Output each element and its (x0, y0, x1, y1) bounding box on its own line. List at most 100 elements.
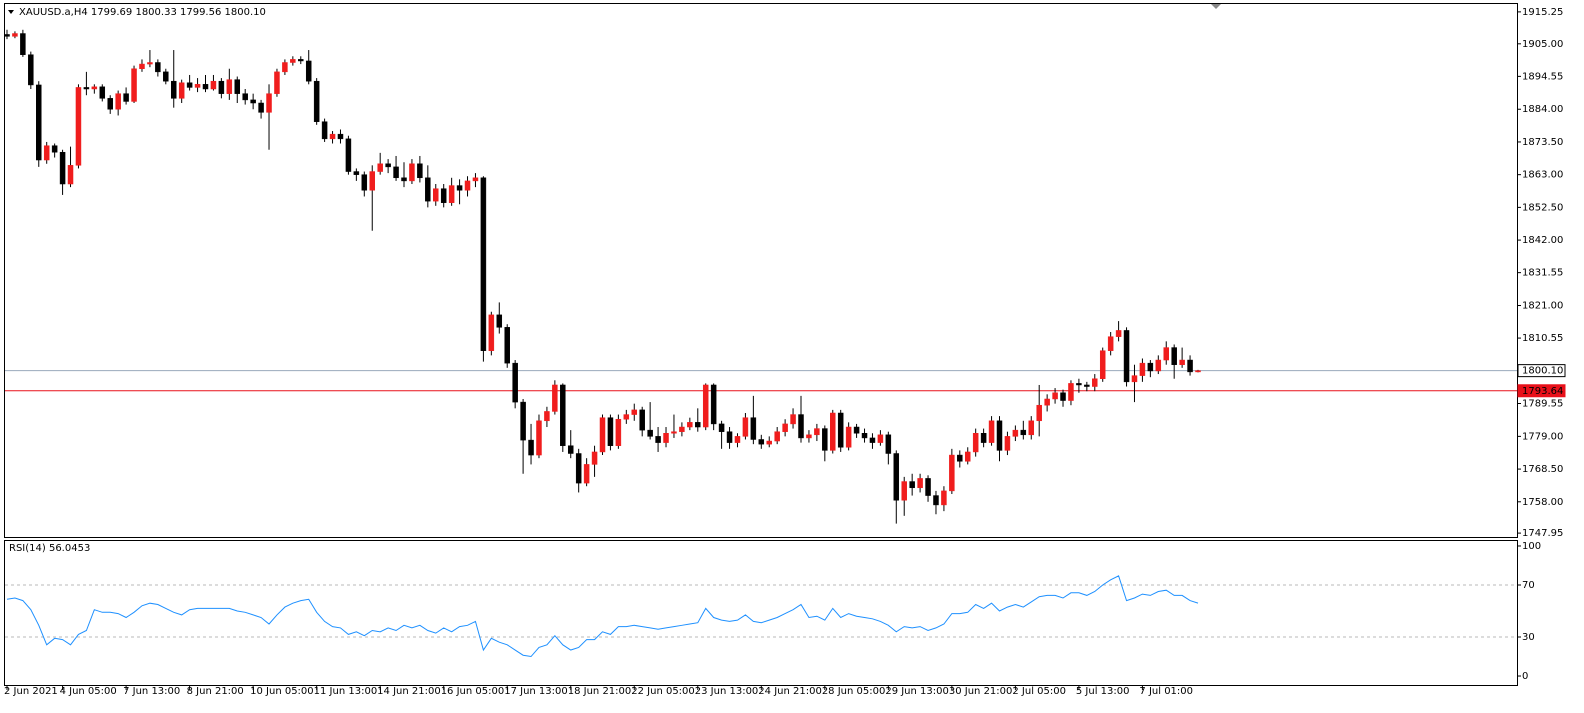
rsi-pane-frame (4, 540, 1518, 686)
candle-body (178, 82, 185, 99)
candle-body (425, 177, 431, 202)
candle-body (615, 418, 622, 446)
candle-body (901, 481, 907, 501)
candle-body (123, 93, 129, 102)
candle-body (1076, 383, 1082, 386)
candle-body (290, 59, 296, 63)
candle-body (1060, 392, 1066, 401)
candle-body (583, 464, 590, 484)
chart-title: XAUUSD.a,H4 1799.69 1800.33 1799.56 1800… (19, 7, 266, 18)
candle-body (790, 414, 796, 425)
candle-body (1187, 359, 1193, 373)
candle-body (12, 33, 18, 37)
candle-body (51, 145, 58, 153)
candle-body (329, 133, 336, 140)
candle-body (1004, 436, 1011, 451)
candle-body (1012, 429, 1019, 437)
candle-body (67, 165, 74, 185)
candle-body (155, 62, 161, 73)
candle-body (567, 445, 574, 454)
x-tick-label: 2 Jun 2021 (4, 686, 58, 697)
candle-body (941, 490, 947, 506)
candle-body (1131, 375, 1138, 383)
y-tick-label: 1810.55 (1522, 333, 1563, 344)
candle-body (353, 171, 360, 175)
y-tick-label: 1884.00 (1522, 104, 1563, 115)
candle-body (480, 177, 487, 351)
candle-body (298, 59, 304, 62)
candle-body (702, 384, 709, 428)
y-tick-label: 1768.50 (1522, 464, 1563, 475)
candle-body (83, 87, 90, 90)
candle-body (782, 423, 788, 432)
x-tick-label: 2 Jul 05:00 (1012, 686, 1066, 697)
candle-body (687, 422, 693, 428)
candle-body (1036, 404, 1042, 422)
candle-body (949, 454, 955, 492)
candle-body (893, 453, 900, 501)
price-label: 1793.64 (1522, 386, 1563, 397)
candle-body (679, 426, 685, 432)
candle-body (814, 428, 820, 436)
candle-body (861, 433, 868, 439)
x-tick-label: 7 Jun 13:00 (123, 686, 180, 697)
candle-body (917, 478, 923, 489)
candle-body (313, 80, 320, 122)
candle-body (734, 436, 741, 443)
x-tick-label: 11 Jun 13:00 (314, 686, 378, 697)
candle-body (647, 429, 653, 437)
candle-body (401, 177, 407, 182)
candle-body (560, 384, 566, 446)
x-tick-label: 18 Jun 21:00 (568, 686, 632, 697)
candle-body (282, 62, 288, 73)
candle-body (186, 82, 193, 88)
candle-body (575, 453, 582, 484)
candle-body (710, 384, 717, 425)
shift-marker[interactable] (1211, 4, 1221, 9)
candle-body (377, 163, 383, 172)
candle-body (131, 68, 137, 102)
candle-body (107, 98, 113, 110)
candle-body (1179, 359, 1185, 365)
candle-body (448, 185, 455, 203)
y-tick-label: 70 (1522, 580, 1535, 591)
candle-body (1139, 362, 1146, 376)
candle-body (1195, 370, 1201, 373)
candle-body (194, 84, 201, 88)
candle-body (170, 80, 177, 99)
candle-body (337, 133, 344, 140)
y-tick-label: 1873.50 (1522, 137, 1563, 148)
x-tick-label: 29 Jun 13:00 (885, 686, 949, 697)
candle-body (163, 71, 169, 82)
y-tick-label: 1821.00 (1522, 301, 1563, 312)
candle-body (877, 434, 884, 443)
candle-body (1099, 350, 1106, 379)
y-tick-label: 1905.00 (1522, 39, 1563, 50)
candle-body (1092, 378, 1098, 387)
candle-body (933, 495, 939, 506)
candle-body (1123, 330, 1130, 383)
candle-body (1068, 383, 1074, 401)
candle-body (512, 362, 518, 403)
candle-body (925, 478, 931, 496)
y-tick-label: 1894.55 (1522, 71, 1563, 82)
candle-body (99, 86, 106, 99)
candle-body (798, 414, 804, 439)
candle-body (433, 188, 439, 202)
candle-body (980, 433, 987, 443)
candle-body (663, 433, 669, 443)
candle-body (885, 434, 892, 454)
candle-body (250, 99, 256, 104)
candle-body (845, 426, 852, 448)
candle-body (964, 451, 971, 462)
y-tick-label: 30 (1522, 632, 1535, 643)
candle-body (1044, 398, 1050, 406)
candle-body (226, 79, 233, 94)
price-label: 1800.10 (1522, 366, 1563, 377)
menu-arrow[interactable] (8, 10, 14, 14)
x-tick-label: 14 Jun 21:00 (377, 686, 441, 697)
candle-body (869, 437, 876, 443)
candle-body (1107, 336, 1114, 351)
candle-body (369, 171, 375, 191)
